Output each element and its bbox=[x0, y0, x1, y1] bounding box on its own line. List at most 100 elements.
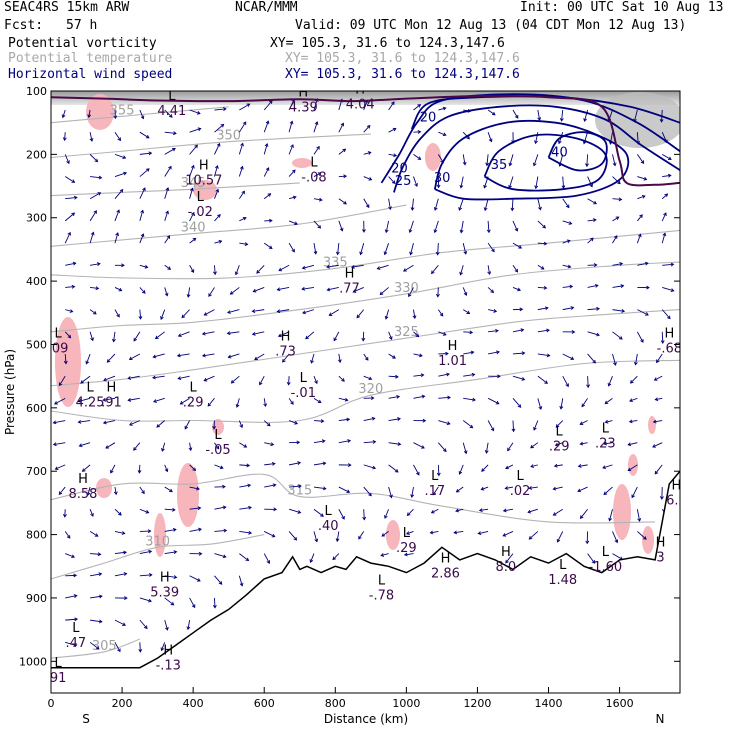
wind-vector-head bbox=[582, 140, 587, 145]
wind-vector bbox=[661, 233, 666, 244]
wind-vector-head bbox=[66, 160, 70, 165]
wind-vector-head bbox=[98, 175, 103, 180]
wind-vector-head bbox=[96, 262, 101, 266]
wind-vector-head bbox=[316, 145, 320, 150]
wind-vector-head bbox=[514, 268, 519, 273]
wind-vector bbox=[313, 508, 324, 517]
wind-vector-head bbox=[148, 549, 153, 554]
wind-vector bbox=[535, 176, 539, 189]
wind-vector-head bbox=[459, 184, 464, 189]
extreme-type-label: H bbox=[163, 643, 173, 658]
wind-vector bbox=[562, 240, 571, 244]
wind-vector-head bbox=[115, 232, 120, 237]
wind-vector-head bbox=[571, 330, 576, 334]
wind-vector bbox=[337, 243, 340, 255]
wind-vector bbox=[214, 143, 220, 155]
wind-vector-head bbox=[121, 531, 126, 535]
wind-vector-head bbox=[504, 486, 509, 490]
wind-vector-head bbox=[73, 573, 78, 578]
wind-vector bbox=[239, 217, 247, 222]
wind-vector bbox=[507, 442, 514, 451]
wind-vector-head bbox=[653, 377, 658, 381]
wind-vector bbox=[239, 103, 250, 111]
wind-vector bbox=[204, 375, 215, 381]
wind-vector bbox=[353, 287, 364, 293]
wind-vector-head bbox=[552, 512, 557, 516]
wind-vector-head bbox=[77, 398, 82, 403]
wind-vector-head bbox=[403, 268, 407, 272]
wind-vector bbox=[509, 154, 514, 166]
isentrope-label: 320 bbox=[358, 382, 383, 397]
wind-vector bbox=[164, 597, 174, 606]
wind-vector bbox=[332, 553, 340, 560]
wind-vector-head bbox=[326, 264, 330, 269]
wind-vector-head bbox=[627, 442, 632, 447]
wind-vector bbox=[462, 309, 470, 314]
wind-vector-head bbox=[618, 197, 623, 202]
wind-vector-head bbox=[405, 531, 410, 535]
wind-vector-head bbox=[242, 121, 247, 126]
isentrope-label: 350 bbox=[216, 129, 241, 144]
wind-vector-head bbox=[496, 350, 500, 355]
wind-vector-head bbox=[116, 313, 120, 318]
wind-vector bbox=[577, 486, 588, 492]
wind-vector-head bbox=[458, 471, 463, 475]
wind-vector bbox=[214, 124, 224, 133]
extreme-value-label: .91 bbox=[101, 395, 122, 410]
wind-vector bbox=[263, 167, 270, 177]
extreme-value-label: 5.39 bbox=[150, 585, 179, 600]
wind-vector-head bbox=[557, 140, 562, 145]
wind-vector bbox=[238, 143, 244, 155]
wind-speed-label: 35 bbox=[491, 158, 508, 173]
wind-vector-head bbox=[110, 469, 114, 474]
wind-vector bbox=[164, 287, 168, 296]
wind-vector bbox=[338, 509, 345, 520]
wind-vector-head bbox=[508, 162, 513, 167]
wind-vector bbox=[253, 287, 265, 293]
wind-vector bbox=[89, 192, 101, 200]
wind-vector bbox=[384, 242, 390, 255]
wind-vector-head bbox=[603, 491, 608, 496]
wind-vector-head bbox=[628, 419, 633, 424]
pv-extreme-marker: L-.05 bbox=[205, 428, 230, 458]
wind-vector bbox=[537, 242, 547, 245]
wind-vector-head bbox=[271, 533, 276, 538]
extreme-value-label: .47 bbox=[66, 636, 87, 651]
pv-extreme-marker: L4.41 bbox=[157, 91, 186, 119]
wind-vector bbox=[629, 397, 638, 402]
wind-vector bbox=[408, 287, 414, 297]
extreme-type-label: H bbox=[78, 472, 88, 487]
wind-vector bbox=[189, 464, 196, 471]
wind-vector-head bbox=[321, 439, 326, 444]
wind-vector-head bbox=[293, 536, 298, 541]
wind-vector bbox=[608, 375, 613, 386]
wind-vector bbox=[214, 464, 224, 469]
wind-vector-head bbox=[278, 267, 283, 272]
wind-vector-head bbox=[239, 424, 244, 429]
wind-vector bbox=[437, 287, 439, 297]
wind-vector-head bbox=[527, 509, 532, 514]
wind-vector bbox=[313, 121, 318, 133]
wind-vector-head bbox=[198, 551, 203, 556]
wind-vector-head bbox=[314, 538, 319, 543]
wind-vector-head bbox=[372, 439, 377, 444]
wind-vector-head bbox=[296, 440, 301, 445]
wind-vector-head bbox=[462, 161, 467, 166]
wind-vector bbox=[459, 464, 464, 475]
wind-vector bbox=[636, 154, 644, 164]
wind-vector-head bbox=[196, 111, 201, 115]
wind-vector-head bbox=[154, 335, 159, 340]
isentrope-label: 340 bbox=[181, 221, 206, 236]
wind-vector bbox=[628, 442, 638, 446]
wind-vector bbox=[363, 441, 376, 444]
extreme-type-label: L bbox=[214, 428, 222, 443]
pv-extreme-marker: H4.39 bbox=[289, 91, 318, 116]
terrain-layer bbox=[51, 470, 680, 693]
wind-vector-head bbox=[54, 466, 59, 470]
wind-vector-head bbox=[583, 118, 587, 122]
x-tick-label: 1000 bbox=[392, 697, 420, 710]
wind-vector-head bbox=[645, 312, 649, 316]
wind-vector bbox=[139, 550, 152, 555]
wind-vector-head bbox=[381, 533, 386, 537]
